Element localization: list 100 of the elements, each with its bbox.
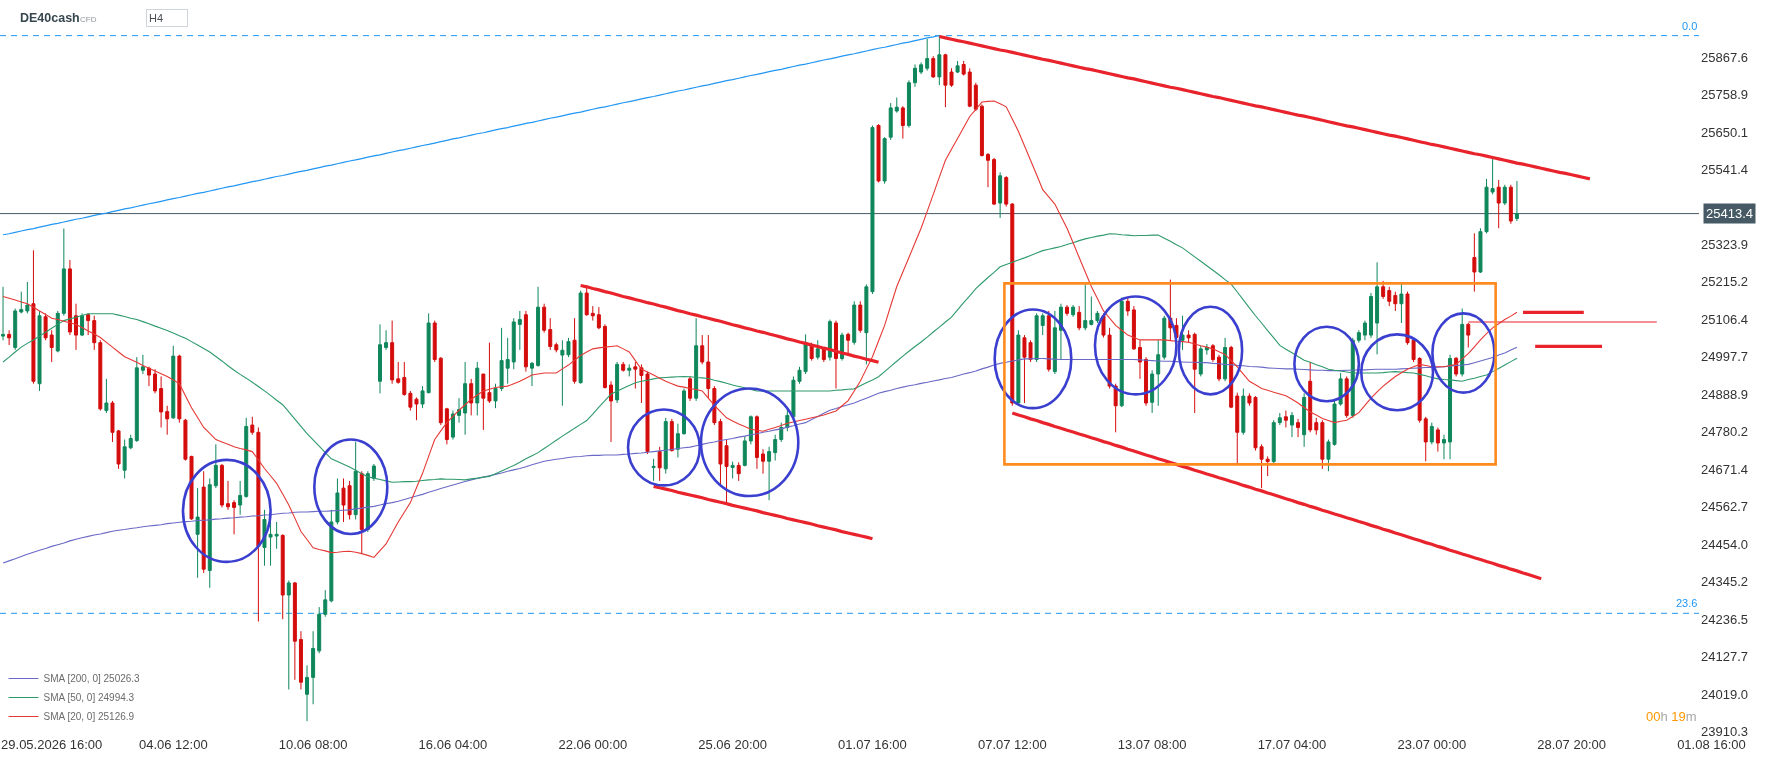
candlestick bbox=[438, 356, 443, 426]
candlestick bbox=[1217, 354, 1221, 382]
y-tick-label: 25541.4 bbox=[1701, 162, 1748, 178]
ref-line-label: 25413.4 bbox=[1706, 206, 1753, 221]
y-tick-label: 24888.9 bbox=[1701, 386, 1748, 402]
candlestick bbox=[13, 308, 18, 351]
candlestick bbox=[913, 63, 918, 88]
candlestick bbox=[1131, 305, 1136, 351]
candlestick bbox=[1514, 180, 1519, 222]
candlestick bbox=[171, 345, 176, 420]
candlestick bbox=[305, 664, 310, 722]
candlestick bbox=[1235, 392, 1240, 465]
candlestick bbox=[1393, 291, 1398, 312]
candlestick bbox=[554, 342, 559, 353]
candlestick bbox=[730, 461, 735, 479]
candlestick bbox=[1162, 315, 1167, 361]
x-tick-label: 01.08 16:00 bbox=[1677, 737, 1746, 753]
candlestick bbox=[134, 356, 139, 443]
candlestick bbox=[1089, 295, 1094, 325]
candlestick bbox=[736, 461, 741, 482]
text: DE40cash bbox=[20, 11, 80, 26]
candlestick bbox=[1210, 343, 1215, 363]
candlestick bbox=[530, 361, 534, 387]
y-tick-label: 25867.6 bbox=[1701, 49, 1748, 65]
candlestick bbox=[444, 407, 449, 445]
legend-label: SMA [200, 0] 25026.3 bbox=[43, 673, 141, 685]
candlestick bbox=[226, 480, 230, 511]
x-tick-label: 16.06 04:00 bbox=[418, 737, 488, 753]
line-series bbox=[2, 346, 1518, 564]
candlestick bbox=[213, 443, 218, 489]
candlestick bbox=[122, 439, 127, 479]
candlestick bbox=[323, 589, 328, 618]
candlestick bbox=[992, 157, 997, 206]
y-tick-label: 24019.0 bbox=[1701, 686, 1748, 702]
candlestick bbox=[92, 315, 97, 351]
candlestick bbox=[888, 102, 893, 141]
candlestick bbox=[1010, 202, 1015, 407]
candlestick bbox=[98, 339, 103, 412]
candlestick bbox=[37, 310, 42, 392]
candlestick bbox=[931, 55, 936, 79]
candlestick bbox=[1071, 304, 1076, 318]
candlestick bbox=[955, 60, 960, 74]
candlestick bbox=[104, 378, 109, 414]
candlestick bbox=[1441, 434, 1446, 460]
y-tick-label: 24997.7 bbox=[1701, 349, 1748, 365]
candlestick bbox=[1016, 329, 1021, 405]
candlestick bbox=[694, 317, 699, 402]
candlestick bbox=[572, 317, 577, 385]
candlestick bbox=[833, 320, 838, 390]
candlestick bbox=[511, 317, 516, 370]
candlestick bbox=[985, 152, 990, 188]
candlestick bbox=[919, 61, 924, 75]
candlestick bbox=[523, 310, 528, 373]
candlestick bbox=[1198, 345, 1203, 377]
candlestick bbox=[140, 354, 145, 375]
line-series bbox=[2, 233, 1518, 483]
candlestick bbox=[463, 361, 468, 436]
candlestick bbox=[1302, 392, 1307, 448]
candlestick bbox=[1192, 332, 1197, 414]
candlestick bbox=[250, 416, 255, 436]
candlestick bbox=[1241, 388, 1246, 436]
candlestick bbox=[146, 366, 151, 387]
candlestick bbox=[1040, 312, 1045, 336]
candlestick bbox=[1466, 322, 1471, 348]
candlestick bbox=[286, 580, 291, 690]
candlestick bbox=[536, 286, 541, 368]
candlestick bbox=[542, 303, 547, 334]
candlestick bbox=[128, 434, 133, 450]
candlestick bbox=[159, 375, 164, 428]
candlestick bbox=[578, 290, 583, 385]
candlestick bbox=[450, 410, 455, 441]
y-tick-label: 25106.4 bbox=[1701, 311, 1748, 327]
candlestick bbox=[207, 477, 212, 589]
candlestick bbox=[481, 373, 486, 431]
y-tick-label: 24454.0 bbox=[1701, 536, 1748, 552]
candlestick bbox=[517, 310, 522, 351]
candlestick bbox=[1362, 320, 1367, 341]
candlestick bbox=[767, 446, 772, 501]
annotation: 23.6 bbox=[1676, 597, 1698, 609]
candlestick bbox=[681, 388, 686, 436]
candlestick bbox=[1271, 419, 1276, 465]
candlestick bbox=[384, 329, 389, 351]
candlestick bbox=[232, 499, 237, 535]
candlestick bbox=[596, 306, 601, 330]
y-tick-label: 24236.5 bbox=[1701, 611, 1748, 627]
candlestick bbox=[475, 361, 480, 416]
y-tick-label: 25758.9 bbox=[1701, 87, 1748, 103]
x-tick-label: 22.06 00:00 bbox=[558, 737, 628, 753]
candlestick bbox=[177, 354, 182, 424]
candlestick bbox=[967, 67, 972, 108]
candlestick bbox=[669, 418, 674, 453]
candlestick bbox=[1314, 417, 1319, 436]
candlestick bbox=[688, 375, 693, 402]
candlestick bbox=[1004, 175, 1009, 207]
y-tick-label: 24671.4 bbox=[1701, 461, 1748, 477]
candlestick bbox=[1496, 179, 1501, 229]
candlestick bbox=[335, 477, 340, 525]
y-tick-label: 24562.7 bbox=[1701, 499, 1748, 515]
candlestick bbox=[1156, 339, 1161, 407]
x-tick-label: 07.07 12:00 bbox=[977, 737, 1047, 753]
